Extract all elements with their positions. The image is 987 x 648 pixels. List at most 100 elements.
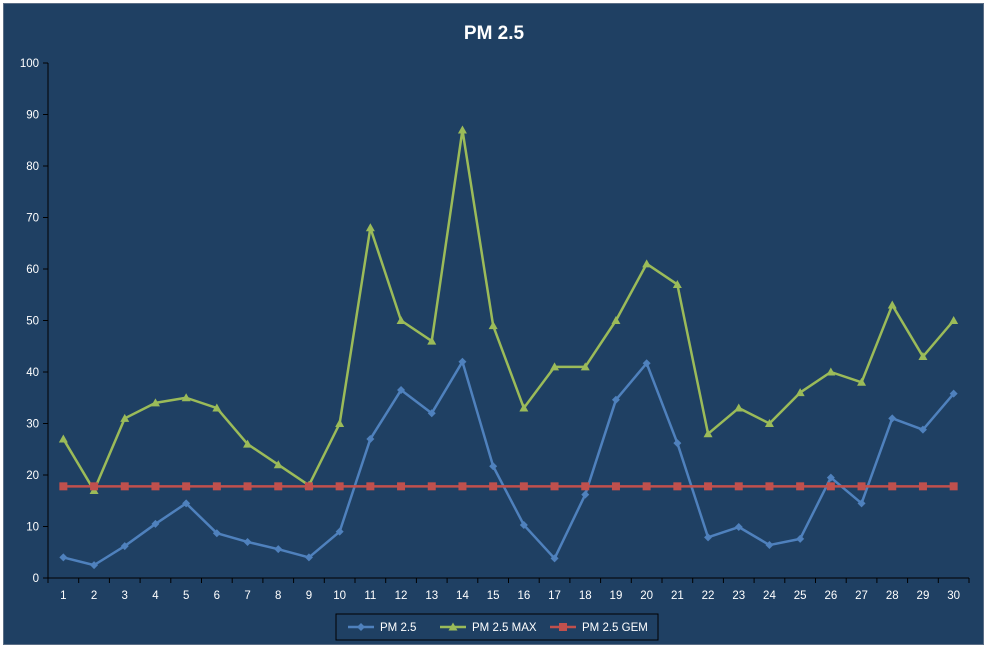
y-tick-label: 40: [26, 367, 39, 379]
data-point: [243, 482, 252, 491]
data-point: [335, 482, 344, 491]
x-tick-label: 5: [183, 590, 189, 602]
data-point: [580, 362, 590, 371]
x-tick-label: 7: [244, 590, 250, 602]
data-point: [611, 482, 620, 491]
x-tick-label: 18: [579, 590, 592, 602]
y-tick-label: 20: [26, 470, 39, 482]
data-point: [427, 336, 437, 345]
data-point: [365, 223, 375, 232]
data-point: [488, 321, 498, 330]
data-point: [366, 434, 375, 443]
data-point: [458, 357, 467, 366]
data-point: [212, 529, 221, 538]
x-tick-label: 21: [671, 590, 684, 602]
data-point: [519, 403, 529, 412]
data-point: [672, 279, 682, 288]
x-tick-label: 26: [824, 590, 837, 602]
y-tick-label: 100: [20, 58, 39, 70]
x-tick-label: 28: [886, 590, 899, 602]
data-point: [796, 482, 805, 491]
data-point: [949, 389, 958, 398]
data-point: [826, 367, 836, 376]
data-point: [59, 482, 68, 491]
data-point: [888, 482, 897, 491]
data-point: [304, 482, 313, 491]
data-point: [857, 499, 866, 508]
data-point: [642, 359, 651, 368]
x-tick-label: 14: [456, 590, 469, 602]
data-point: [673, 439, 682, 448]
data-point: [120, 482, 129, 491]
x-tick-label: 3: [122, 590, 128, 602]
data-point: [795, 388, 805, 397]
legend: PM 2.5 PM 2.5 MAX PM 2.5 GEM: [335, 613, 659, 641]
data-point: [888, 414, 897, 423]
data-point: [949, 316, 959, 324]
data-point: [273, 460, 283, 469]
data-point: [949, 482, 958, 491]
data-point: [642, 259, 652, 268]
data-point: [857, 482, 866, 491]
y-tick-label: 10: [26, 522, 39, 534]
data-point: [458, 482, 467, 491]
y-tick-label: 30: [26, 419, 39, 431]
data-point: [90, 482, 99, 491]
data-point: [611, 395, 620, 404]
data-point: [519, 520, 528, 529]
x-tick-label: 20: [640, 590, 653, 602]
series-1: [59, 357, 958, 570]
x-tick-label: 24: [763, 590, 776, 602]
x-tick-label: 1: [60, 590, 66, 602]
data-point: [212, 403, 222, 412]
y-tick-label: 50: [26, 316, 39, 328]
series-line: [62, 128, 955, 492]
y-tick-label: 0: [33, 573, 39, 585]
x-tick-label: 17: [548, 590, 561, 602]
legend-marker: [559, 623, 567, 631]
series-layer: [58, 125, 959, 570]
data-point: [826, 482, 835, 491]
legend-box: [335, 613, 659, 641]
data-point: [397, 386, 406, 395]
data-point: [120, 542, 129, 551]
data-point: [212, 482, 221, 491]
y-tick-label: 80: [26, 161, 39, 173]
x-tick-label: 16: [517, 590, 530, 602]
data-point: [304, 553, 313, 562]
data-point: [90, 561, 99, 570]
data-point: [764, 419, 774, 427]
data-point: [703, 429, 713, 438]
data-point: [151, 482, 160, 491]
x-tick-label: 10: [333, 590, 346, 602]
data-point: [704, 482, 713, 491]
x-tick-label: 8: [275, 590, 281, 602]
x-tick-label: 15: [487, 590, 500, 602]
data-point: [489, 482, 498, 491]
data-point: [765, 482, 774, 491]
data-point: [857, 377, 867, 386]
data-point: [734, 482, 743, 491]
x-tick-label: 23: [732, 590, 745, 602]
y-tick-label: 70: [26, 213, 39, 225]
data-point: [243, 537, 252, 546]
data-point: [918, 425, 927, 434]
x-tick-label: 2: [91, 590, 97, 602]
x-tick-label: 13: [425, 590, 438, 602]
data-point: [887, 300, 897, 309]
y-tick-label: 60: [26, 264, 39, 276]
x-tick-label: 4: [152, 590, 159, 602]
data-point: [734, 523, 743, 532]
data-point: [150, 398, 160, 407]
data-point: [274, 545, 283, 554]
data-point: [519, 482, 528, 491]
data-point: [734, 403, 744, 412]
x-tick-label: 30: [947, 590, 960, 602]
data-point: [243, 439, 253, 448]
x-axis-ticks: 1 2 3 4 5 6 7 8 9 10 11 12 13 14 15 16 17 18 19 20 21 22 23 24 2…: [47, 578, 970, 602]
data-point: [765, 541, 774, 550]
series-3: [59, 482, 958, 491]
x-tick-label: 27: [855, 590, 868, 602]
data-point: [120, 413, 130, 422]
